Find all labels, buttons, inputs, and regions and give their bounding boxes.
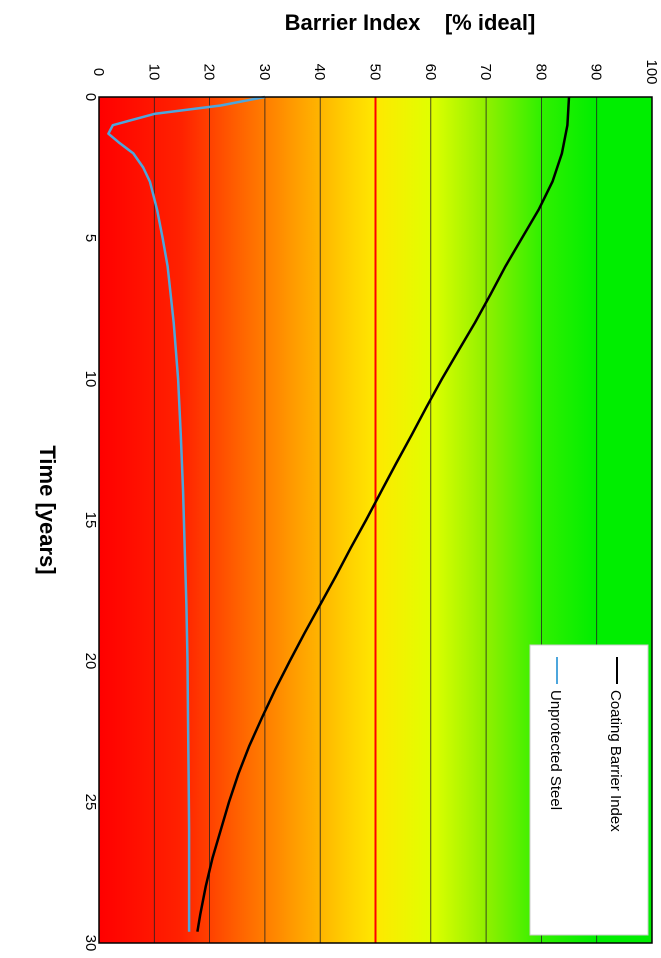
- legend-label-coating: Coating Barrier Index: [607, 690, 624, 832]
- x-tick-label: 5: [82, 234, 99, 242]
- x-tick-label: 15: [82, 512, 99, 529]
- x-tick-label: 20: [82, 653, 99, 670]
- grid-lines: [153, 97, 598, 943]
- x-tick-labels: 0 5 10 15 20 25 30: [82, 93, 99, 952]
- y-tick-label: 100: [643, 59, 660, 84]
- series-line-steel: [107, 95, 266, 932]
- y-axis-title: Barrier Index [% ideal]: [285, 10, 536, 35]
- x-tick-label: 25: [82, 794, 99, 811]
- y-tick-label: 50: [367, 64, 384, 81]
- x-tick-label: 10: [82, 371, 99, 388]
- y-tick-label: 10: [145, 64, 162, 81]
- y-tick-label: 20: [201, 64, 218, 81]
- y-tick-label: 40: [311, 64, 328, 81]
- plot-frame: [98, 96, 653, 944]
- y-tick-label: 90: [588, 64, 605, 81]
- legend-box: [529, 644, 649, 936]
- legend-label-steel: Unprotected Steel: [547, 690, 564, 810]
- y-tick-labels: 0 10 20 30 40 50 60 70 80 90 100: [90, 59, 660, 84]
- y-tick-label: 0: [90, 68, 107, 76]
- x-axis-title: Time [years]: [35, 445, 60, 574]
- series-lines: [107, 95, 571, 932]
- y-tick-label: 60: [422, 64, 439, 81]
- x-tick-label: 30: [82, 935, 99, 952]
- y-tick-label: 30: [256, 64, 273, 81]
- series-line-coating: [196, 96, 571, 932]
- legend: Coating Barrier Index Unprotected Steel: [529, 644, 649, 936]
- y-tick-label: 70: [477, 64, 494, 81]
- y-tick-label: 80: [532, 64, 549, 81]
- x-tick-label: 0: [82, 93, 99, 101]
